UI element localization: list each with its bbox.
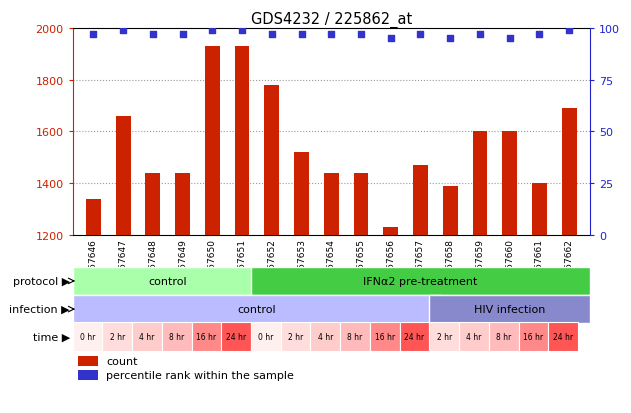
Bar [73,295,441,323]
Text: count: count [106,356,138,366]
Point [177,32,187,38]
Bar [370,322,399,351]
Bar [489,322,519,351]
Point [415,32,425,38]
Text: 2 hr: 2 hr [437,332,452,341]
Bar [251,267,590,295]
Point [207,28,217,34]
Bar [205,47,220,235]
Bar [162,322,192,351]
Bar [73,322,102,351]
Text: 16 hr: 16 hr [524,332,543,341]
Text: 24 hr: 24 hr [404,332,425,341]
Text: 2 hr: 2 hr [288,332,304,341]
Text: 16 hr: 16 hr [375,332,395,341]
Title: GDS4232 / 225862_at: GDS4232 / 225862_at [251,12,412,28]
Bar [383,228,398,235]
Point [445,36,456,43]
Point [267,32,277,38]
Bar [264,85,280,235]
Bar [532,184,547,235]
Text: 0 hr: 0 hr [80,332,95,341]
Bar [473,132,487,235]
Point [356,32,366,38]
Bar [562,109,577,235]
Bar [86,199,101,235]
Text: 24 hr: 24 hr [553,332,574,341]
Point [505,36,515,43]
Bar [310,322,340,351]
Bar [251,322,281,351]
Bar [145,173,160,235]
Bar [192,322,221,351]
Bar [340,322,370,351]
Bar [102,322,132,351]
Bar [459,322,489,351]
Text: 4 hr: 4 hr [466,332,481,341]
Text: infection ▶: infection ▶ [9,304,70,314]
Text: 4 hr: 4 hr [139,332,155,341]
Text: HIV infection: HIV infection [474,304,545,314]
Bar [353,173,369,235]
Bar [294,153,309,235]
Bar [132,322,162,351]
Bar [115,116,131,235]
Text: 16 hr: 16 hr [196,332,216,341]
Point [297,32,307,38]
Text: percentile rank within the sample: percentile rank within the sample [106,370,294,380]
Point [386,36,396,43]
Bar [430,295,590,323]
Point [88,32,98,38]
Text: 8 hr: 8 hr [496,332,511,341]
Point [564,28,574,34]
Point [326,32,336,38]
Text: 24 hr: 24 hr [226,332,246,341]
Bar [519,322,548,351]
Bar [221,322,251,351]
Bar [502,132,517,235]
Point [148,32,158,38]
Bar [78,356,98,366]
Text: control: control [238,304,276,314]
Text: protocol ▶: protocol ▶ [13,276,70,286]
Point [475,32,485,38]
Bar [73,267,263,295]
Bar [548,322,578,351]
Bar [443,186,457,235]
Text: 8 hr: 8 hr [169,332,184,341]
Bar [281,322,310,351]
Text: 8 hr: 8 hr [348,332,363,341]
Bar [78,370,98,380]
Point [237,28,247,34]
Text: time ▶: time ▶ [33,332,70,342]
Bar [175,173,190,235]
Bar [324,173,339,235]
Point [118,28,128,34]
Text: control: control [148,276,187,286]
Text: 0 hr: 0 hr [258,332,274,341]
Bar [235,47,249,235]
Text: IFNα2 pre-treatment: IFNα2 pre-treatment [363,276,478,286]
Text: 4 hr: 4 hr [317,332,333,341]
Point [534,32,545,38]
Bar [399,322,430,351]
Text: 2 hr: 2 hr [110,332,125,341]
Bar [430,322,459,351]
Bar [413,166,428,235]
